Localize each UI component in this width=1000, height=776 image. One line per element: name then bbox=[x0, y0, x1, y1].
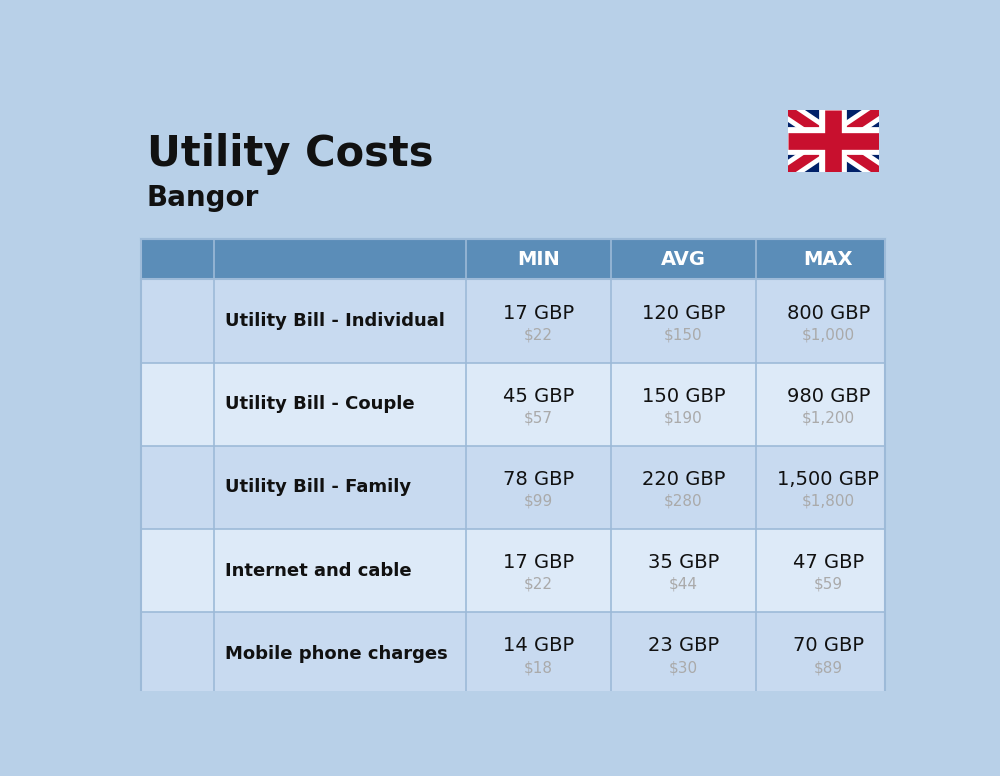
Text: 78 GBP: 78 GBP bbox=[503, 470, 574, 489]
Bar bbox=[140, 279, 885, 362]
Text: Mobile phone charges: Mobile phone charges bbox=[225, 645, 448, 663]
Text: 47 GBP: 47 GBP bbox=[793, 553, 864, 573]
Text: $1,000: $1,000 bbox=[802, 327, 855, 342]
Text: 1,500 GBP: 1,500 GBP bbox=[777, 470, 879, 489]
Text: $280: $280 bbox=[664, 494, 703, 509]
Text: $59: $59 bbox=[814, 577, 843, 592]
Text: 23 GBP: 23 GBP bbox=[648, 636, 719, 656]
Text: Utility Bill - Family: Utility Bill - Family bbox=[225, 478, 411, 497]
Text: MAX: MAX bbox=[804, 250, 853, 269]
Text: $150: $150 bbox=[664, 327, 703, 342]
Text: 220 GBP: 220 GBP bbox=[642, 470, 725, 489]
Text: 70 GBP: 70 GBP bbox=[793, 636, 864, 656]
Text: Utility Bill - Couple: Utility Bill - Couple bbox=[225, 395, 415, 413]
Text: MIN: MIN bbox=[517, 250, 560, 269]
Text: $1,200: $1,200 bbox=[802, 411, 855, 425]
Text: $57: $57 bbox=[524, 411, 553, 425]
Bar bbox=[788, 110, 879, 171]
Text: $190: $190 bbox=[664, 411, 703, 425]
Text: Utility Costs: Utility Costs bbox=[147, 133, 433, 175]
Text: 150 GBP: 150 GBP bbox=[642, 387, 725, 406]
Bar bbox=[140, 612, 885, 695]
Text: $22: $22 bbox=[524, 327, 553, 342]
Text: $30: $30 bbox=[669, 660, 698, 675]
Text: $1,800: $1,800 bbox=[802, 494, 855, 509]
Bar bbox=[140, 362, 885, 445]
Text: $99: $99 bbox=[524, 494, 553, 509]
Text: 14 GBP: 14 GBP bbox=[503, 636, 574, 656]
Text: $89: $89 bbox=[814, 660, 843, 675]
Text: 120 GBP: 120 GBP bbox=[642, 304, 725, 323]
Text: $18: $18 bbox=[524, 660, 553, 675]
Bar bbox=[140, 529, 885, 612]
Text: 35 GBP: 35 GBP bbox=[648, 553, 719, 573]
Bar bbox=[140, 445, 885, 529]
Text: 17 GBP: 17 GBP bbox=[503, 553, 574, 573]
Text: Utility Bill - Individual: Utility Bill - Individual bbox=[225, 312, 445, 330]
Bar bbox=[140, 240, 885, 279]
Text: 980 GBP: 980 GBP bbox=[787, 387, 870, 406]
Text: $44: $44 bbox=[669, 577, 698, 592]
Text: 45 GBP: 45 GBP bbox=[503, 387, 574, 406]
Text: Internet and cable: Internet and cable bbox=[225, 562, 412, 580]
Bar bbox=[140, 240, 885, 695]
Text: Bangor: Bangor bbox=[147, 184, 259, 212]
Text: AVG: AVG bbox=[661, 250, 706, 269]
Text: $22: $22 bbox=[524, 577, 553, 592]
Text: 17 GBP: 17 GBP bbox=[503, 304, 574, 323]
Text: 800 GBP: 800 GBP bbox=[787, 304, 870, 323]
